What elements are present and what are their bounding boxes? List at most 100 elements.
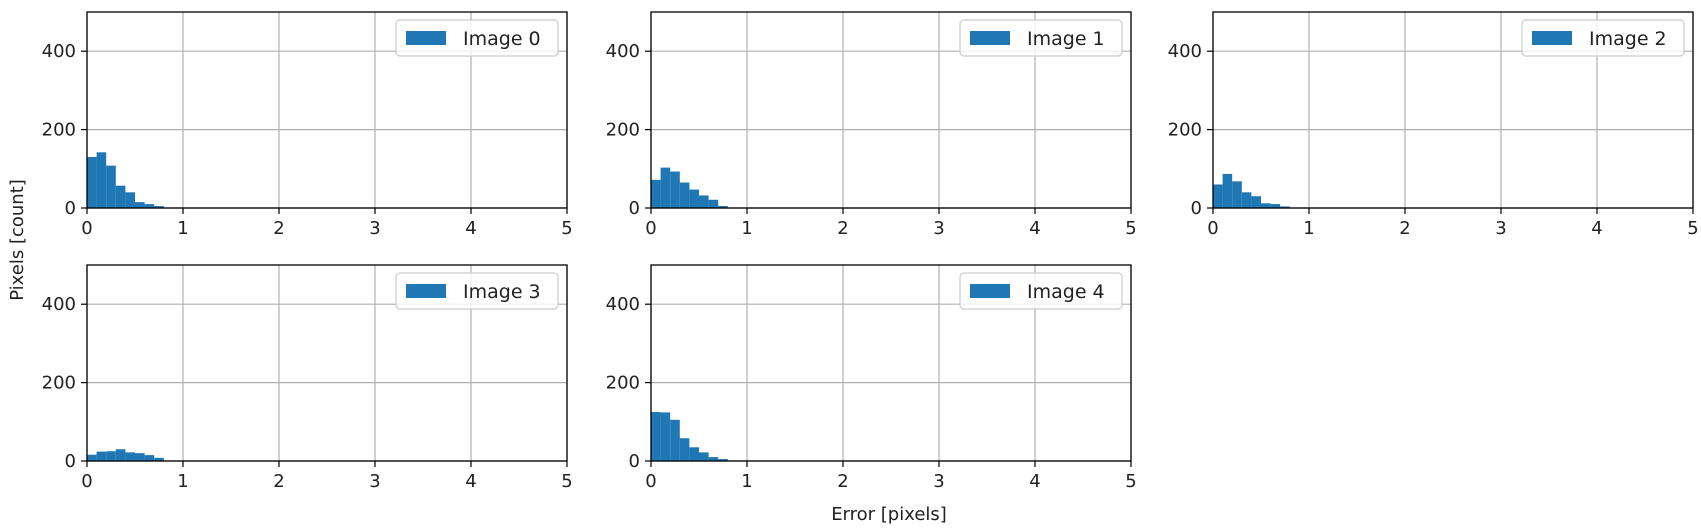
legend-swatch: [1532, 31, 1572, 45]
histogram-bar: [106, 451, 116, 461]
legend-box: [1521, 19, 1685, 57]
x-tick-label: 5: [561, 218, 572, 239]
legend-swatch: [406, 31, 446, 45]
histogram-panel: 0 1 2 3 4 5 0 200 400 Image 3: [42, 264, 573, 492]
histogram-bar: [125, 452, 135, 461]
x-tick-label: 2: [1399, 218, 1410, 239]
histogram-bar: [660, 412, 671, 461]
x-tick-label: 1: [177, 471, 188, 492]
x-tick-label: 0: [1207, 218, 1218, 239]
y-tick-label: 0: [65, 198, 76, 219]
y-tick-label: 400: [42, 41, 76, 62]
x-tick-label: 5: [561, 471, 572, 492]
y-tick-label: 200: [1168, 120, 1202, 141]
x-tick-label: 4: [1591, 218, 1602, 239]
histogram-bar: [87, 454, 97, 461]
histogram-bar: [689, 447, 699, 461]
axes-frame: [650, 264, 1132, 462]
histogram-bar: [670, 419, 680, 461]
histogram-bar: [154, 457, 164, 461]
x-tick-label: 0: [645, 218, 656, 239]
histogram-bar: [708, 199, 719, 208]
x-tick-label: 3: [933, 218, 944, 239]
histogram-bar: [651, 179, 661, 208]
y-tick-label: 200: [606, 120, 640, 141]
histogram-bar: [708, 457, 719, 461]
y-tick-label: 0: [629, 451, 640, 472]
histogram-bar: [1213, 184, 1223, 208]
histogram-bar: [1270, 204, 1281, 208]
histogram-panel: 0 1 2 3 4 5 0 200 400 Image 1: [606, 11, 1137, 239]
y-tick-label: 400: [1168, 41, 1202, 62]
histogram-bar: [670, 171, 680, 208]
histogram-bar: [1280, 206, 1290, 208]
x-tick-label: 1: [741, 218, 752, 239]
x-tick-label: 5: [1687, 218, 1698, 239]
legend-box: [959, 19, 1123, 57]
histogram-panel: 0 1 2 3 4 5 0 200 400 Image 0: [42, 11, 573, 239]
x-axis-title: Error [pixels]: [831, 504, 947, 525]
histogram-panel: 0 1 2 3 4 5 0 200 400 Image 2: [1168, 11, 1699, 239]
histogram-bar: [106, 165, 116, 208]
x-tick-label: 1: [1303, 218, 1314, 239]
x-tick-label: 1: [177, 218, 188, 239]
y-tick-label: 0: [629, 198, 640, 219]
histogram-bar: [144, 455, 155, 461]
x-tick-label: 3: [369, 471, 380, 492]
x-tick-label: 5: [1125, 471, 1136, 492]
legend-label: Image 2: [1589, 28, 1667, 50]
x-tick-label: 1: [741, 471, 752, 492]
legend-swatch: [970, 284, 1010, 298]
histogram-bar: [96, 152, 107, 208]
legend-box: [959, 272, 1123, 310]
y-tick-label: 400: [606, 41, 640, 62]
histogram-bar: [718, 206, 728, 208]
x-tick-label: 4: [1029, 218, 1040, 239]
histogram-bar: [699, 195, 709, 208]
axes-frame: [650, 11, 1132, 209]
histogram-bar: [1241, 192, 1252, 208]
histogram-bar: [115, 185, 126, 208]
y-tick-label: 400: [42, 294, 76, 315]
histogram-bar: [660, 167, 671, 208]
legend: Image 3: [395, 272, 559, 310]
legend-label: Image 4: [1027, 281, 1105, 303]
bars: [651, 167, 728, 208]
legend: Image 4: [959, 272, 1123, 310]
legend-box: [395, 19, 559, 57]
x-tick-label: 4: [465, 218, 476, 239]
x-tick-label: 3: [933, 471, 944, 492]
x-tick-label: 2: [837, 471, 848, 492]
histogram-bar: [689, 189, 699, 208]
axes-frame: [86, 264, 568, 462]
legend-label: Image 0: [463, 28, 541, 50]
legend: Image 1: [959, 19, 1123, 57]
y-tick-label: 0: [1191, 198, 1202, 219]
y-tick-label: 200: [42, 120, 76, 141]
legend: Image 0: [395, 19, 559, 57]
legend-swatch: [970, 31, 1010, 45]
x-tick-label: 3: [1495, 218, 1506, 239]
y-tick-label: 400: [606, 294, 640, 315]
bars: [87, 449, 164, 461]
histogram-bar: [679, 438, 690, 461]
x-tick-label: 4: [1029, 471, 1040, 492]
histogram-bar: [125, 192, 135, 208]
histogram-bar: [144, 204, 155, 208]
legend-box: [395, 272, 559, 310]
axes-frame: [86, 11, 568, 209]
y-tick-label: 0: [65, 451, 76, 472]
histogram-bar: [1222, 173, 1233, 208]
x-tick-label: 4: [465, 471, 476, 492]
axes-frame: [1212, 11, 1694, 209]
legend-swatch: [406, 284, 446, 298]
histogram-bar: [135, 202, 145, 208]
bars: [651, 412, 728, 461]
y-tick-label: 200: [606, 373, 640, 394]
legend: Image 2: [1521, 19, 1685, 57]
x-tick-label: 2: [273, 471, 284, 492]
y-axis-title: Pixels [count]: [7, 179, 28, 301]
x-tick-label: 2: [273, 218, 284, 239]
